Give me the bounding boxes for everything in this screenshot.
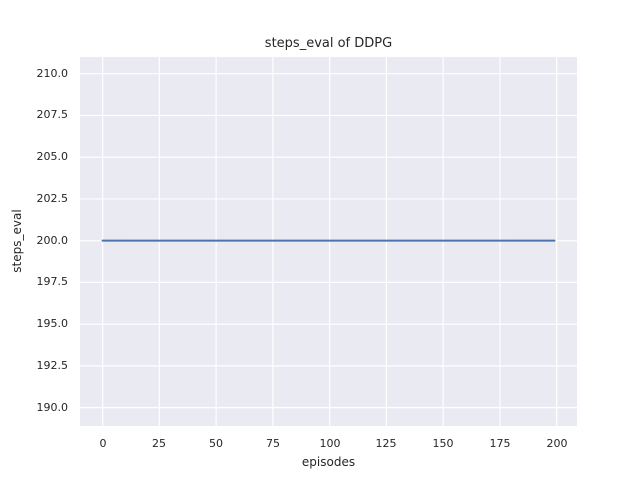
x-tick-label: 125 bbox=[375, 437, 397, 450]
x-tick-label: 100 bbox=[319, 437, 341, 450]
x-tick-label: 150 bbox=[432, 437, 454, 450]
y-tick-label: 197.5 bbox=[36, 275, 69, 288]
chart-title: steps_eval of DDPG bbox=[264, 36, 393, 51]
x-tick-label: 200 bbox=[546, 437, 568, 450]
x-tick-label: 75 bbox=[266, 437, 280, 450]
x-tick-label: 50 bbox=[209, 437, 223, 450]
y-tick-label: 202.5 bbox=[36, 192, 69, 205]
x-tick-label: 25 bbox=[152, 437, 166, 450]
x-tick-label: 175 bbox=[489, 437, 511, 450]
y-tick-label: 207.5 bbox=[36, 108, 69, 121]
y-tick-label: 190.0 bbox=[36, 401, 69, 414]
y-tick-label: 205.0 bbox=[36, 150, 69, 163]
plot-area bbox=[80, 57, 577, 426]
y-tick-label: 200.0 bbox=[36, 234, 69, 247]
y-tick-label: 195.0 bbox=[36, 317, 69, 330]
plot-canvas bbox=[80, 57, 577, 426]
x-tick-label: 0 bbox=[99, 437, 107, 450]
x-axis-label: episodes bbox=[301, 455, 356, 469]
y-tick-label: 192.5 bbox=[36, 359, 69, 372]
y-tick-label: 210.0 bbox=[36, 67, 69, 80]
